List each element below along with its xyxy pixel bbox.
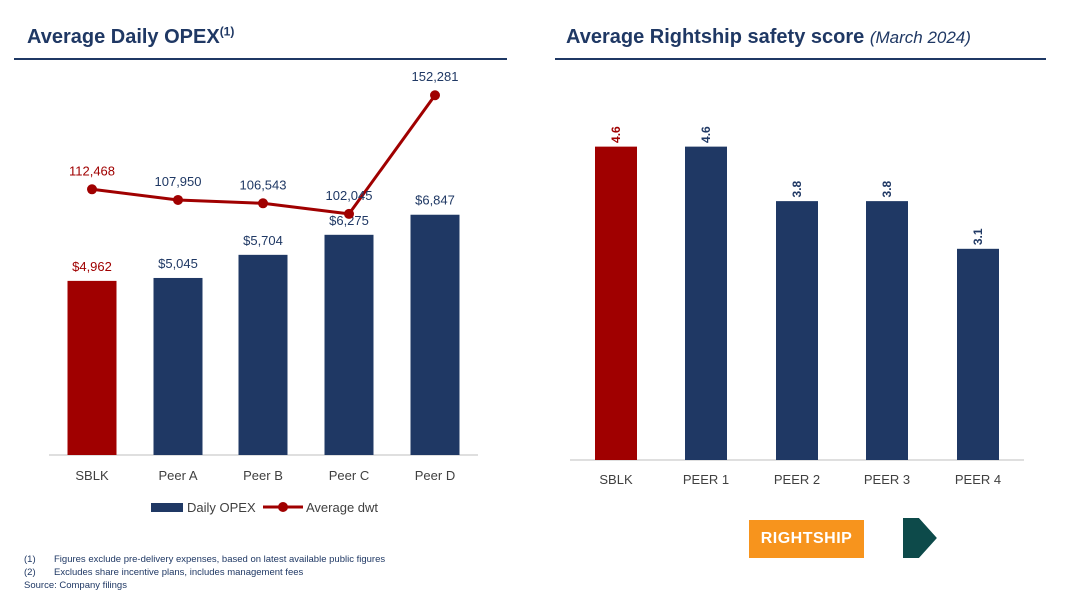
- legend-dwt-marker: [278, 502, 288, 512]
- company-k-logo-icon: [903, 518, 941, 558]
- opex-category-label-0: SBLK: [75, 468, 109, 483]
- dwt-label-1: 107,950: [155, 174, 202, 189]
- dwt-point-4: [430, 90, 440, 101]
- safety-bar-label-0: 4.6: [609, 126, 623, 143]
- footnotes: (1) Figures exclude pre-delivery expenses…: [24, 553, 385, 592]
- dwt-point-0: [87, 184, 97, 195]
- opex-category-label-4: Peer D: [415, 468, 455, 483]
- safety-bar-1: [685, 146, 727, 460]
- opex-bar-1: [153, 277, 203, 455]
- dwt-label-0: 112,468: [69, 163, 115, 178]
- opex-bar-4: [410, 214, 460, 455]
- opex-category-label-3: Peer C: [329, 468, 369, 483]
- safety-bar-2: [776, 201, 818, 460]
- safety-bar-label-3: 3.8: [880, 180, 894, 197]
- dwt-point-1: [173, 194, 183, 205]
- opex-title-rule: [14, 58, 507, 60]
- dwt-line: [91, 94, 437, 216]
- safety-bar-4: [957, 248, 999, 460]
- safety-bar-label-4: 3.1: [971, 228, 985, 245]
- rightship-logo: RIGHTSHIP: [749, 520, 864, 558]
- opex-category-label-1: Peer A: [158, 468, 197, 483]
- opex-bar-0: [67, 280, 117, 455]
- opex-bar-2: [238, 254, 288, 455]
- safety-category-label-4: PEER 4: [955, 472, 1001, 487]
- safety-bar-3: [866, 201, 908, 460]
- dwt-point-2: [258, 198, 268, 209]
- dwt-label-4: 152,281: [412, 69, 459, 84]
- legend-opex-label: Daily OPEX: [187, 500, 256, 515]
- opex-bar-3: [324, 234, 374, 455]
- source-note: Source: Company filings: [24, 580, 127, 591]
- legend-dwt-label: Average dwt: [306, 500, 378, 515]
- opex-bar-label-3: $6,275: [329, 213, 369, 228]
- safety-category-label-3: PEER 3: [864, 472, 910, 487]
- opex-bar-label-1: $5,045: [158, 256, 198, 271]
- safety-category-label-1: PEER 1: [683, 472, 729, 487]
- dwt-label-3: 102,045: [326, 188, 373, 203]
- safety-bar-label-1: 4.6: [699, 126, 713, 143]
- rightship-title-rule: [555, 58, 1046, 60]
- opex-bar-label-2: $5,704: [243, 233, 283, 248]
- safety-bar-0: [595, 146, 637, 460]
- footnote-2: (2) Excludes share incentive plans, inclu…: [24, 567, 304, 578]
- dwt-label-2: 106,543: [240, 177, 287, 192]
- safety-category-label-0: SBLK: [599, 472, 633, 487]
- opex-category-label-2: Peer B: [243, 468, 283, 483]
- opex-chart-title: Average Daily OPEX(1): [27, 24, 235, 48]
- legend-opex-swatch: [151, 503, 183, 512]
- safety-category-label-2: PEER 2: [774, 472, 820, 487]
- opex-bar-label-0: $4,962: [72, 259, 112, 274]
- opex-bar-label-4: $6,847: [415, 193, 455, 208]
- dwt-point-3: [344, 208, 354, 219]
- safety-bar-label-2: 3.8: [790, 180, 804, 197]
- footnote-1: (1) Figures exclude pre-delivery expenses…: [24, 554, 386, 565]
- rightship-chart-title: Average Rightship safety score (March 20…: [566, 26, 971, 48]
